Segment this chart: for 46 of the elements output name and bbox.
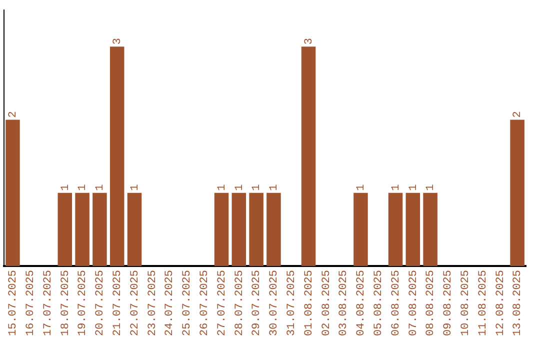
x-tick-label: 26.07.2025: [199, 270, 212, 336]
data-label: 3: [112, 38, 124, 45]
x-tick-label: 08.08.2025: [425, 270, 438, 336]
data-label: 1: [129, 184, 142, 191]
x-tick-label: 16.07.2025: [25, 270, 38, 336]
x-tick-label: 30.07.2025: [268, 270, 281, 336]
data-label: 1: [60, 184, 72, 191]
x-tick-label: 25.07.2025: [182, 270, 194, 336]
x-tick-label: 10.08.2025: [460, 270, 472, 336]
x-tick-label: 28.07.2025: [234, 270, 246, 336]
x-tick-label: 03.08.2025: [338, 270, 350, 336]
x-tick-label: 27.07.2025: [216, 270, 228, 336]
x-tick-label: 19.07.2025: [77, 270, 90, 336]
x-tick-label: 17.07.2025: [42, 270, 54, 336]
data-label: 1: [234, 184, 246, 191]
x-tick-label: 15.07.2025: [8, 270, 20, 336]
data-label: 1: [251, 184, 264, 191]
data-label: 1: [216, 184, 228, 191]
data-label: 1: [94, 184, 107, 191]
x-tick-label: 31.07.2025: [286, 270, 298, 336]
x-tick-label: 07.08.2025: [408, 270, 420, 336]
x-tick-label: 05.08.2025: [373, 270, 386, 336]
x-tick-label: 20.07.2025: [94, 270, 107, 336]
data-label: 1: [77, 184, 90, 191]
x-tick-label: 22.07.2025: [129, 270, 142, 336]
x-tick-label: 02.08.2025: [320, 270, 333, 336]
data-label: 1: [268, 184, 281, 191]
x-tick-label: 13.08.2025: [512, 270, 524, 336]
data-label: 2: [512, 111, 524, 118]
x-tick-label: 18.07.2025: [60, 270, 72, 336]
x-tick-label: 04.08.2025: [356, 270, 368, 336]
x-tick-label: 09.08.2025: [442, 270, 455, 336]
x-tick-label: 12.08.2025: [494, 270, 507, 336]
data-label: 1: [390, 184, 402, 191]
x-tick-label: 11.08.2025: [477, 270, 490, 336]
data-label: 3: [303, 38, 316, 45]
x-tick-label: 06.08.2025: [390, 270, 402, 336]
x-tick-label: 01.08.2025: [303, 270, 316, 336]
x-tick-label: 21.07.2025: [112, 270, 124, 336]
data-label: 2: [8, 111, 20, 118]
data-label: 1: [425, 184, 438, 191]
x-tick-label: 24.07.2025: [164, 270, 176, 336]
data-label: 1: [408, 184, 420, 191]
data-label: 1: [356, 184, 368, 191]
x-tick-label: 23.07.2025: [146, 270, 159, 336]
x-tick-label: 29.07.2025: [251, 270, 264, 336]
